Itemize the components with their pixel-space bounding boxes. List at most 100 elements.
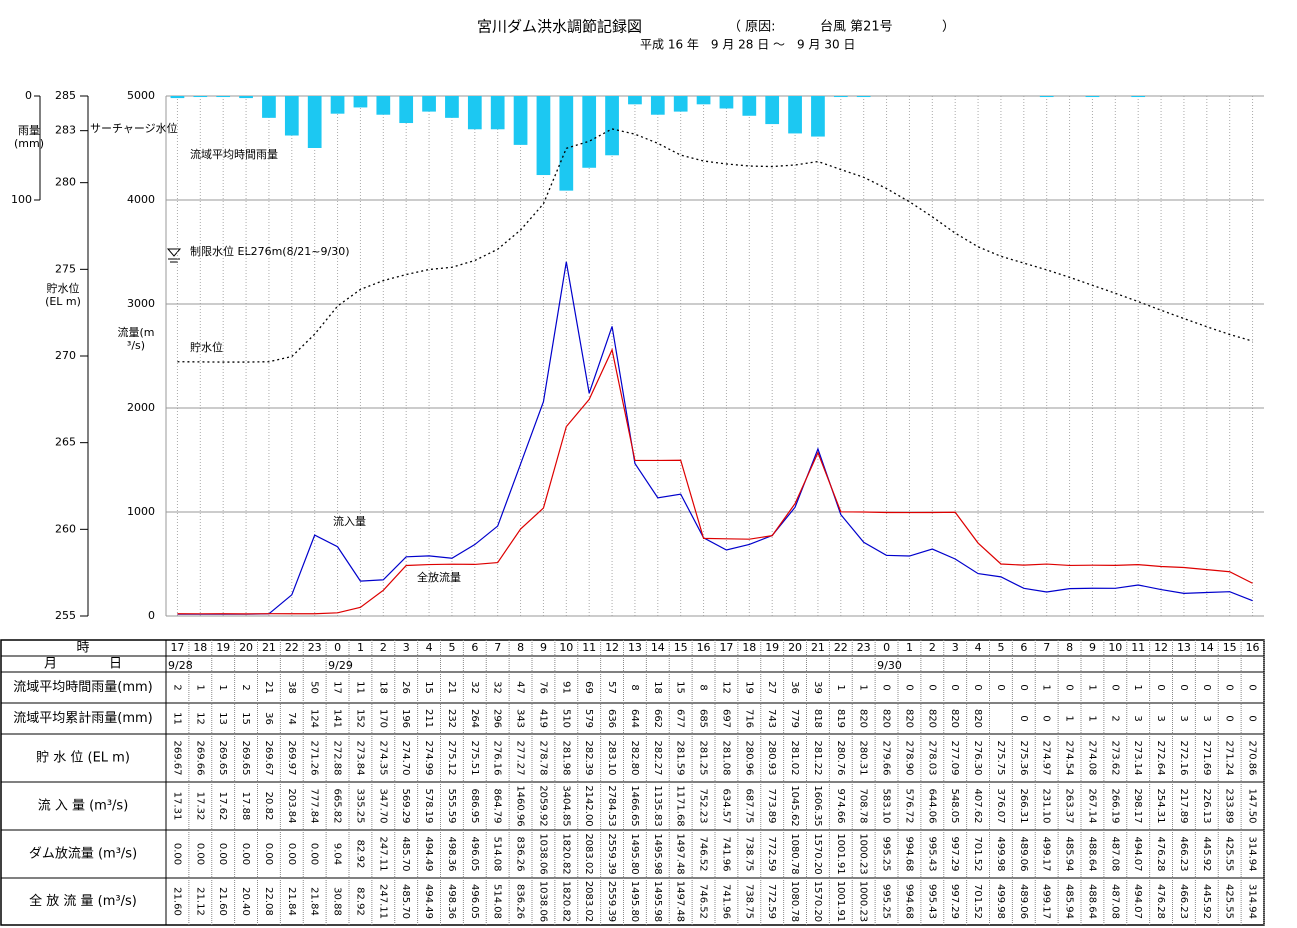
- flow-tick-label: 0: [148, 609, 155, 622]
- hour-cell: 16: [697, 641, 711, 654]
- rain-bar: [1039, 96, 1054, 98]
- value-cell: 17.32: [194, 792, 205, 821]
- value-cell: 271.24: [1224, 741, 1235, 776]
- value-cell: 0.00: [171, 843, 182, 865]
- rain-bar: [376, 96, 391, 115]
- hour-cell: 10: [1108, 641, 1122, 654]
- hour-cell: 3: [952, 641, 959, 654]
- value-cell: 21.12: [194, 887, 205, 916]
- value-cell: 254.31: [1155, 789, 1166, 824]
- value-cell: 273.62: [1109, 741, 1120, 776]
- value-cell: 11: [354, 681, 365, 694]
- value-cell: 665.82: [332, 789, 343, 824]
- value-cell: 275.36: [1018, 741, 1029, 776]
- rain-bar: [193, 96, 208, 98]
- flow-tick-label: 3000: [127, 297, 155, 310]
- value-cell: 273.84: [354, 741, 365, 776]
- flow-line: [177, 261, 1253, 615]
- value-cell: 247.11: [377, 884, 388, 919]
- value-cell: 489.06: [1018, 837, 1029, 872]
- value-cell: 1497.48: [675, 833, 686, 874]
- value-cell: 314.94: [1247, 884, 1258, 919]
- value-cell: 3: [1132, 715, 1143, 721]
- value-cell: 141: [332, 709, 343, 728]
- value-cell: 1: [1132, 684, 1143, 690]
- hour-cell: 20: [239, 641, 253, 654]
- value-cell: 820: [926, 709, 937, 728]
- value-cell: 864.79: [492, 789, 503, 824]
- value-cell: 17: [332, 681, 343, 694]
- value-cell: 281.02: [789, 741, 800, 776]
- value-cell: 578.19: [423, 789, 434, 824]
- value-cell: 274.54: [1064, 741, 1075, 776]
- hour-cell: 12: [1154, 641, 1168, 654]
- value-cell: 273.14: [1132, 741, 1143, 776]
- value-cell: 50: [309, 681, 320, 694]
- value-cell: 280.93: [766, 741, 777, 776]
- value-cell: 697: [720, 709, 731, 728]
- value-cell: 0: [1201, 684, 1212, 690]
- hour-cell: 9: [540, 641, 547, 654]
- row-label: 流域平均累計雨量(mm): [13, 710, 152, 726]
- value-cell: 1000.23: [858, 881, 869, 922]
- value-cell: 269.97: [286, 741, 297, 776]
- value-cell: 738.75: [743, 884, 754, 919]
- value-cell: 488.64: [1086, 884, 1097, 919]
- hour-cell: 21: [811, 641, 825, 654]
- period: 平成 16 年 9 月 28 日 ～ 9 月 30 日: [640, 38, 855, 52]
- value-cell: 274.97: [1041, 741, 1052, 776]
- value-cell: 779: [789, 709, 800, 728]
- value-cell: 152: [354, 709, 365, 728]
- value-cell: 634.57: [720, 789, 731, 824]
- rain-bar: [673, 96, 688, 112]
- value-cell: 22.08: [263, 887, 274, 916]
- rain-bar: [582, 96, 597, 168]
- value-cell: 1: [1041, 684, 1052, 690]
- rain-bar: [307, 96, 322, 148]
- value-cell: 280.76: [835, 741, 846, 776]
- value-cell: 1570.20: [812, 833, 823, 874]
- value-cell: 485.94: [1064, 884, 1075, 919]
- value-cell: 1: [1086, 715, 1097, 721]
- level-tick-label: 280: [55, 176, 76, 189]
- value-cell: 226.13: [1201, 789, 1212, 824]
- value-cell: 269.66: [194, 741, 205, 776]
- value-cell: 11: [171, 712, 182, 725]
- value-cell: 36: [789, 681, 800, 694]
- value-cell: 17.31: [171, 792, 182, 821]
- row-label: 時: [76, 641, 89, 656]
- value-cell: 1606.35: [812, 785, 823, 826]
- level-tick-label: 285: [55, 89, 76, 102]
- row-label: 流 入 量 (m³/s): [38, 799, 129, 814]
- flow-tick-label: 2000: [127, 401, 155, 414]
- value-cell: 269.67: [263, 741, 274, 776]
- value-cell: 819: [835, 709, 846, 728]
- rain-tick-label: 100: [11, 193, 32, 206]
- value-cell: 579: [583, 709, 594, 728]
- hour-cell: 19: [765, 641, 779, 654]
- value-cell: 8: [698, 684, 709, 690]
- hour-cell: 23: [857, 641, 871, 654]
- value-cell: 267.14: [1086, 789, 1097, 824]
- value-cell: 1038.06: [537, 833, 548, 874]
- value-cell: 3: [1201, 715, 1212, 721]
- value-cell: 820: [858, 709, 869, 728]
- value-cell: 0: [949, 684, 960, 690]
- value-cell: 1: [1064, 715, 1075, 721]
- surcharge-label: サーチャージ水位: [90, 121, 178, 135]
- value-cell: 274.70: [400, 741, 411, 776]
- value-cell: 499.98: [995, 837, 1006, 872]
- value-cell: 280.31: [858, 741, 869, 776]
- value-cell: 15: [423, 681, 434, 694]
- value-cell: 2059.92: [537, 785, 548, 826]
- rain-bar: [353, 96, 368, 108]
- value-cell: 26: [400, 681, 411, 694]
- value-cell: 211: [423, 709, 434, 728]
- value-cell: 1495.98: [652, 833, 663, 874]
- hour-cell: 8: [1066, 641, 1073, 654]
- value-cell: 677: [675, 709, 686, 728]
- value-cell: 995.43: [926, 837, 937, 872]
- value-cell: 499.17: [1041, 884, 1052, 919]
- value-cell: 0: [1018, 715, 1029, 721]
- value-cell: 2: [1109, 715, 1120, 721]
